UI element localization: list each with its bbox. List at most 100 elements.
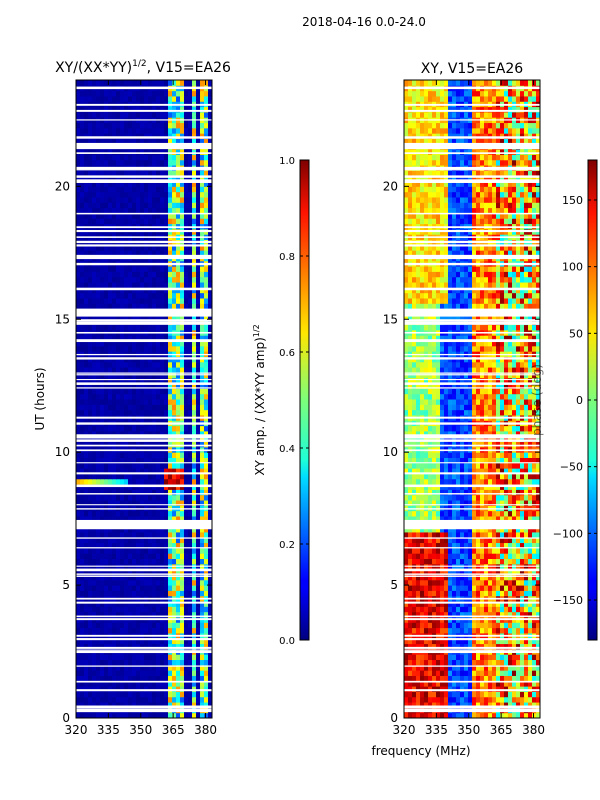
heatmap-cell	[188, 186, 193, 193]
flagged-row	[76, 436, 212, 439]
heatmap-cell	[476, 611, 481, 618]
heatmap-cell	[148, 292, 153, 299]
heatmap-cell	[144, 122, 149, 129]
heatmap-cell	[168, 196, 173, 203]
heatmap-cell	[440, 659, 445, 666]
heatmap-cell	[476, 680, 481, 687]
heatmap-cell	[104, 712, 109, 718]
heatmap-cell	[148, 409, 153, 416]
heatmap-cell	[128, 367, 133, 373]
heatmap-cell	[120, 170, 125, 177]
heatmap-cell	[204, 590, 209, 597]
heatmap-cell	[88, 680, 93, 687]
heatmap-cell	[488, 696, 493, 703]
heatmap-cell	[84, 287, 89, 294]
heatmap-cell	[452, 627, 457, 634]
heatmap-cell	[112, 186, 117, 193]
heatmap-cell	[152, 638, 157, 645]
heatmap-cell	[96, 154, 101, 161]
heatmap-cell	[168, 159, 173, 166]
heatmap-cell	[112, 207, 117, 214]
heatmap-cell	[108, 590, 113, 597]
heatmap-cell	[80, 303, 85, 310]
heatmap-cell	[140, 181, 145, 187]
heatmap-cell	[152, 138, 157, 145]
heatmap-cell	[208, 266, 212, 272]
amplitude-panel: XY/(XX*YY)1/2, V15=EA26 320 335 350 365 3800…	[33, 59, 231, 737]
heatmap-cell	[80, 606, 85, 613]
heatmap-cell	[160, 622, 165, 629]
heatmap-cell	[444, 627, 449, 634]
heatmap-cell	[124, 659, 129, 666]
heatmap-cell	[108, 111, 113, 118]
heatmap-cell	[136, 154, 141, 161]
heatmap-cell	[92, 579, 97, 586]
heatmap-cell	[88, 462, 93, 469]
heatmap-cell	[204, 388, 209, 395]
heatmap-cell	[88, 675, 93, 682]
heatmap-cell	[100, 106, 105, 113]
heatmap-cell	[520, 622, 525, 629]
heatmap-cell	[512, 670, 517, 676]
heatmap-cell	[160, 340, 165, 347]
heatmap-cell	[468, 664, 473, 671]
heatmap-cell	[504, 702, 509, 708]
heatmap-cell	[120, 468, 125, 474]
heatmap-cell	[408, 622, 413, 629]
heatmap-cell	[180, 292, 185, 299]
heatmap-cell	[412, 643, 417, 650]
heatmap-cell	[200, 271, 205, 278]
heatmap-cell	[136, 95, 141, 102]
heatmap-cell	[76, 531, 81, 538]
heatmap-cell	[196, 696, 201, 703]
heatmap-cell	[160, 547, 165, 554]
heatmap-cell	[112, 425, 117, 432]
heatmap-cell	[524, 659, 529, 666]
heatmap-cell	[96, 388, 101, 395]
flagged-row	[76, 308, 212, 317]
heatmap-cell	[152, 335, 157, 342]
heatmap-cell	[120, 106, 125, 113]
heatmap-cell	[172, 90, 177, 97]
heatmap-cell	[176, 207, 181, 214]
heatmap-cell	[128, 574, 133, 581]
heatmap-cell	[188, 696, 193, 703]
heatmap-cell	[120, 436, 125, 443]
heatmap-cell	[76, 186, 81, 193]
heatmap-cell	[132, 297, 137, 304]
heatmap-cell	[140, 111, 145, 118]
heatmap-cell	[96, 526, 101, 533]
heatmap-cell	[132, 170, 137, 177]
heatmap-cell	[108, 266, 113, 272]
heatmap-cell	[112, 149, 117, 155]
flagged-row	[76, 180, 212, 183]
heatmap-cell	[172, 638, 177, 645]
heatmap-cell	[144, 500, 149, 506]
heatmap-cell	[136, 191, 141, 198]
heatmap-cell	[116, 675, 121, 682]
heatmap-cell	[424, 696, 429, 703]
heatmap-cell	[136, 292, 141, 299]
heatmap-cell	[136, 430, 141, 437]
heatmap-cell	[200, 377, 205, 384]
heatmap-cell	[192, 399, 197, 405]
heatmap-cell	[88, 388, 93, 395]
heatmap-cell	[120, 95, 125, 102]
heatmap-cell	[124, 547, 129, 554]
heatmap-cell	[420, 627, 425, 634]
heatmap-cell	[180, 361, 185, 368]
heatmap-cell	[92, 170, 97, 177]
heatmap-cell	[160, 345, 165, 352]
heatmap-cell	[464, 638, 469, 645]
heatmap-cell	[132, 244, 137, 251]
heatmap-cell	[180, 680, 185, 687]
heatmap-cell	[136, 425, 141, 432]
heatmap-cell	[124, 675, 129, 682]
heatmap-cell	[136, 313, 141, 320]
heatmap-cell	[188, 377, 193, 384]
heatmap-cell	[100, 643, 105, 650]
heatmap-cell	[100, 95, 105, 102]
heatmap-cell	[148, 297, 153, 304]
heatmap-cell	[108, 127, 113, 134]
heatmap-cell	[116, 585, 121, 591]
